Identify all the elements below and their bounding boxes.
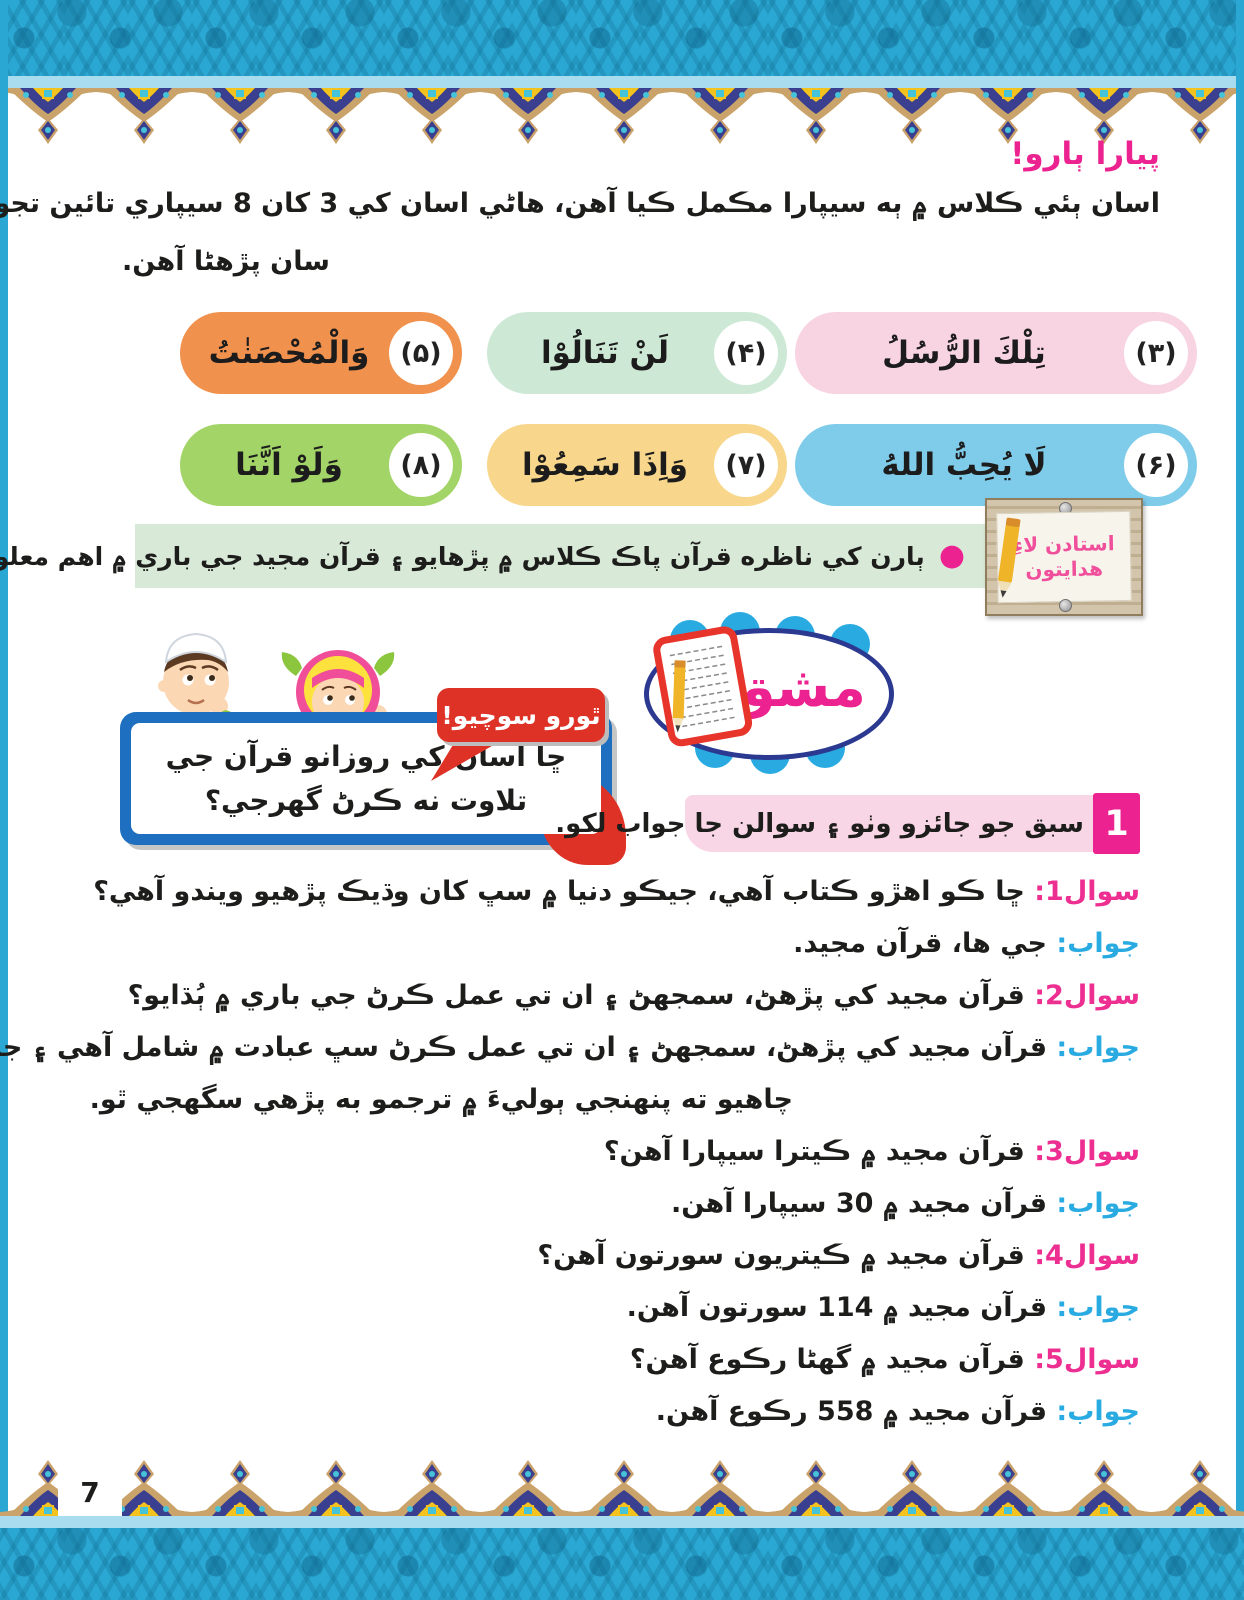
quran-part-pill-5: (۵) وَالْمُحْصَنٰتُ xyxy=(180,312,462,394)
question-label: سوال4: xyxy=(1034,1240,1140,1271)
screw-icon xyxy=(1059,599,1072,612)
notepad-icon xyxy=(653,626,753,747)
border-strip-top xyxy=(0,76,1244,88)
answer-label: جواب: xyxy=(1056,928,1140,959)
answer-label: جواب: xyxy=(1056,1292,1140,1323)
answer-text: قرآن مجيد ۾ 558 رڪوع آهن. xyxy=(655,1396,1048,1427)
exercise-badge-label: مشق xyxy=(726,655,866,719)
speech-bubble-tail xyxy=(431,735,511,781)
question-label: سوال3: xyxy=(1034,1136,1140,1167)
quran-part-pill-4: (۴) لَنْ تَنَالُوْا xyxy=(487,312,787,394)
answer-text: چاهيو ته پنهنجي ٻوليءَ ۾ ترجمو به پڙهي س… xyxy=(89,1084,793,1115)
border-strip-bottom xyxy=(0,1516,1244,1528)
teacher-note-strip: ● ٻارن کي ناظره قرآن پاڪ ڪلاس ۾ پڙهايو ۽… xyxy=(0,524,1143,588)
pill-arabic-text: لَا يُحِبُّ اللهُ xyxy=(881,447,1047,483)
question-2: سوال2: قرآن مجيد کي پڙهڻ، سمجهڻ ۽ ان تي … xyxy=(128,970,1140,1022)
exercise-instruction-text: سبق جو جائزو وٺو ۽ سوالن جا جواب لکو. xyxy=(555,808,1084,839)
question-text: قرآن مجيد کي پڙهڻ، سمجهڻ ۽ ان تي عمل ڪرڻ… xyxy=(127,980,1025,1011)
think-question-line2: تلاوت نه ڪرڻ گهرجي؟ xyxy=(204,783,528,817)
pill-number-badge: (۵) xyxy=(389,321,453,385)
question-4: سوال4: قرآن مجيد ۾ ڪيتريون سورتون آهن؟ xyxy=(150,1230,1140,1282)
pill-number-badge: (۷) xyxy=(714,433,778,497)
intro-paragraph-line1: اسان ٻئي ڪلاس ۾ ٻه سيپارا مڪمل ڪيا آهن، … xyxy=(0,188,1160,219)
pill-arabic-text: وَالْمُحْصَنٰتُ xyxy=(208,335,370,371)
answer-label: جواب: xyxy=(1056,1032,1140,1063)
quran-part-pill-7: (۷) وَاِذَا سَمِعُوْا xyxy=(487,424,787,506)
question-answer-section: سوال1: ڇا ڪو اهڙو ڪتاب آهي، جيڪو دنيا ۾ … xyxy=(0,866,1140,1438)
page-title: پيارا ٻارو! xyxy=(1010,136,1160,172)
answer-text: قرآن مجيد کي پڙهڻ، سمجهڻ ۽ ان تي عمل ڪرڻ… xyxy=(0,1032,1048,1063)
sign-text-line1: استادن لاءِ xyxy=(1012,531,1115,557)
ornamental-band-top xyxy=(0,0,1244,76)
exercise-badge: مشق xyxy=(640,612,894,774)
answer-text: جي ها، قرآن مجيد. xyxy=(793,928,1048,959)
question-label: سوال2: xyxy=(1034,980,1140,1011)
pill-arabic-text: وَاِذَا سَمِعُوْا xyxy=(521,447,689,483)
pendant-ornament-row-bottom xyxy=(0,1458,1244,1516)
sign-text-line2: هدايتون xyxy=(1025,556,1104,582)
ornamental-band-bottom xyxy=(0,1528,1244,1600)
answer-2-continued: چاهيو ته پنهنجي ٻوليءَ ۾ ترجمو به پڙهي س… xyxy=(90,1074,1140,1126)
question-3: سوال3: قرآن مجيد ۾ ڪيترا سيپارا آهن؟ xyxy=(150,1126,1140,1178)
answer-3: جواب: قرآن مجيد ۾ 30 سيپارا آهن. xyxy=(150,1178,1140,1230)
answer-1: جواب: جي ها، قرآن مجيد. xyxy=(150,918,1140,970)
question-label: سوال5: xyxy=(1034,1344,1140,1375)
quran-part-pill-6: (۶) لَا يُحِبُّ اللهُ xyxy=(795,424,1197,506)
exercise-instruction-bar: 1 سبق جو جائزو وٺو ۽ سوالن جا جواب لکو. xyxy=(555,793,1140,854)
answer-4: جواب: قرآن مجيد ۾ 114 سورتون آهن. xyxy=(150,1282,1140,1334)
think-question-line1: ڇا اسان کي روزانو قرآن جي xyxy=(165,740,567,774)
think-question-box: ڇا اسان کي روزانو قرآن جي تلاوت نه ڪرڻ گ… xyxy=(120,712,626,865)
border-strip-left xyxy=(0,0,8,1600)
think-speech-bubble: ٿورو سوچيو! xyxy=(437,688,605,742)
page-number: 7 xyxy=(58,1468,122,1516)
question-text: ڇا ڪو اهڙو ڪتاب آهي، جيڪو دنيا ۾ سڀ کان … xyxy=(93,876,1025,907)
question-text: قرآن مجيد ۾ گهڻا رڪوع آهن؟ xyxy=(629,1344,1025,1375)
exercise-number-badge: 1 xyxy=(1093,793,1140,854)
bullet-icon: ● xyxy=(938,538,965,573)
pill-arabic-text: لَنْ تَنَالُوْا xyxy=(541,335,669,371)
answer-5: جواب: قرآن مجيد ۾ 558 رڪوع آهن. xyxy=(150,1386,1140,1438)
pencil-icon xyxy=(997,517,1021,598)
border-strip-right xyxy=(1236,0,1244,1600)
quran-part-pill-3: (۳) تِلْكَ الرُّسُلُ xyxy=(795,312,1197,394)
intro-paragraph-line2: سان پڙهڻا آهن. xyxy=(122,246,330,277)
teacher-note-text: ٻارن کي ناظره قرآن پاڪ ڪلاس ۾ پڙهايو ۽ ق… xyxy=(0,541,925,571)
pill-number-badge: (۴) xyxy=(714,321,778,385)
pill-arabic-text: تِلْكَ الرُّسُلُ xyxy=(882,335,1046,371)
answer-text: قرآن مجيد ۾ 30 سيپارا آهن. xyxy=(670,1188,1048,1219)
question-5: سوال5: قرآن مجيد ۾ گهڻا رڪوع آهن؟ xyxy=(150,1334,1140,1386)
question-text: قرآن مجيد ۾ ڪيتريون سورتون آهن؟ xyxy=(537,1240,1025,1271)
question-1: سوال1: ڇا ڪو اهڙو ڪتاب آهي، جيڪو دنيا ۾ … xyxy=(93,866,1140,918)
pill-number-badge: (۸) xyxy=(389,433,453,497)
pill-number-badge: (۳) xyxy=(1124,321,1188,385)
pill-number-badge: (۶) xyxy=(1124,433,1188,497)
answer-text: قرآن مجيد ۾ 114 سورتون آهن. xyxy=(626,1292,1048,1323)
pendant-ornament-row-top xyxy=(0,88,1244,146)
teacher-instructions-signboard: استادن لاءِ هدايتون xyxy=(985,498,1143,616)
question-text: قرآن مجيد ۾ ڪيترا سيپارا آهن؟ xyxy=(603,1136,1025,1167)
pill-arabic-text: وَلَوْ اَنَّنَا xyxy=(235,447,343,483)
answer-2: جواب: قرآن مجيد کي پڙهڻ، سمجهڻ ۽ ان تي ع… xyxy=(0,1022,1140,1074)
question-label: سوال1: xyxy=(1034,876,1140,907)
answer-label: جواب: xyxy=(1056,1396,1140,1427)
answer-label: جواب: xyxy=(1056,1188,1140,1219)
quran-part-pill-8: (۸) وَلَوْ اَنَّنَا xyxy=(180,424,462,506)
